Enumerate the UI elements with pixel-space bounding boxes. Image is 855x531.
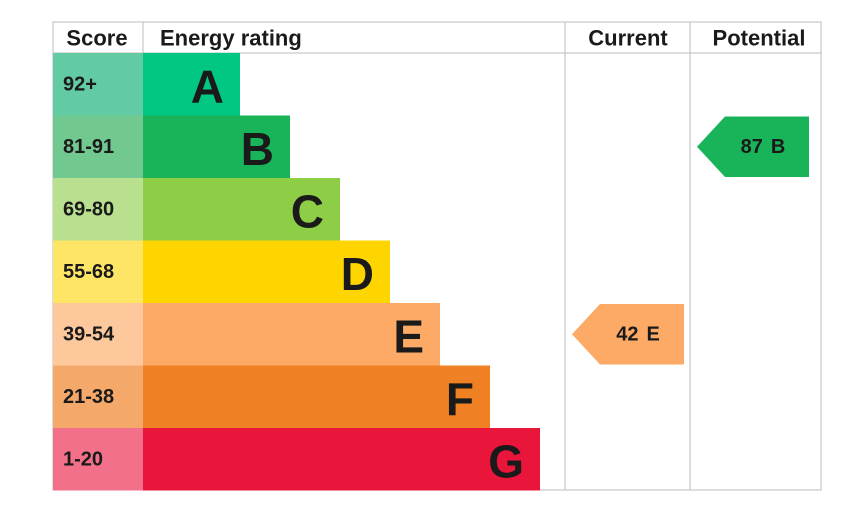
current-arrow (572, 304, 684, 365)
rating-bar (143, 240, 390, 303)
score-cell (53, 365, 143, 428)
rating-letter: G (488, 435, 524, 487)
rating-bar (143, 53, 240, 116)
score-cell (53, 303, 143, 366)
score-range: 92+ (63, 73, 97, 95)
score-cell (53, 428, 143, 491)
potential-arrow (697, 116, 809, 177)
header-score: Score (66, 26, 127, 51)
rating-bar (143, 303, 440, 366)
current-label: 42 E (616, 323, 660, 345)
current-value: 42 (616, 323, 638, 345)
rating-letter: B (241, 123, 274, 175)
rating-letter: E (393, 310, 424, 362)
rating-letter: D (341, 248, 374, 300)
rating-letter: C (291, 185, 324, 237)
score-cell (53, 178, 143, 241)
rating-letter: F (446, 373, 474, 425)
rating-letter: A (191, 60, 224, 112)
score-cell (53, 53, 143, 116)
header-current: Current (588, 26, 668, 51)
potential-value: 87 (741, 136, 763, 158)
score-range: 55-68 (63, 261, 114, 283)
rating-bar (143, 115, 290, 178)
score-cell (53, 115, 143, 178)
rating-bar (143, 178, 340, 241)
score-cell (53, 240, 143, 303)
header-rating: Energy rating (160, 26, 302, 51)
potential-label: 87 B (741, 136, 786, 158)
score-range: 69-80 (63, 198, 114, 220)
rating-bar (143, 365, 490, 428)
potential-letter: B (771, 136, 785, 158)
current-letter: E (646, 323, 659, 345)
score-range: 1-20 (63, 448, 103, 470)
score-range: 39-54 (63, 323, 115, 345)
score-range: 81-91 (63, 136, 114, 158)
header-potential: Potential (713, 26, 806, 51)
score-range: 21-38 (63, 386, 114, 408)
rating-bar (143, 428, 540, 491)
